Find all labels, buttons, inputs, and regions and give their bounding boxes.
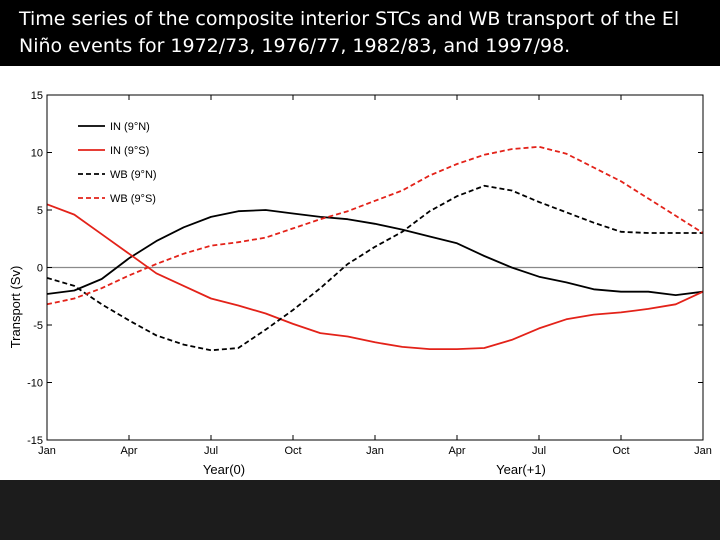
legend-label-1: IN (9°N) (110, 121, 150, 133)
x-tick-label: Oct (612, 445, 629, 457)
series-line-2 (46, 203, 704, 351)
legend-label-4: WB (9°S) (110, 193, 156, 205)
y-tick-label: 10 (31, 148, 43, 160)
x-tick-label: Apr (448, 445, 465, 457)
y-tick-label: -10 (27, 378, 43, 390)
slide-footer-band (0, 480, 720, 540)
x-tick-label: Jul (204, 445, 218, 457)
x-tick-label: Jul (532, 445, 546, 457)
series-line-3 (46, 184, 703, 352)
x-axis-label-year0: Year(0) (203, 462, 245, 477)
chart-panel: 15 10 5 0 -5 -10 -15 Jan Apr Jul Oct Jan Apr Jul Oct Ja… (0, 66, 720, 480)
x-tick-label: Jan (694, 445, 712, 457)
legend-label-3: WB (9°N) (110, 169, 157, 181)
legend-label-2: IN (9°S) (110, 145, 149, 157)
series-line-1 (46, 209, 704, 297)
x-tick-label: Jan (38, 445, 56, 457)
y-axis-label: Transport (Sv) (8, 266, 23, 349)
x-tick-label: Oct (284, 445, 301, 457)
x-tick-label: Jan (366, 445, 384, 457)
series-line-4 (46, 145, 704, 306)
slide-caption: Time series of the composite interior ST… (19, 8, 680, 57)
x-tick-label: Apr (120, 445, 137, 457)
y-tick-label: 15 (31, 90, 43, 102)
y-tick-label: 5 (37, 205, 43, 217)
y-tick-label: -5 (33, 320, 43, 332)
y-tick-label: 0 (37, 263, 43, 275)
x-axis-label-year1: Year(+1) (496, 462, 546, 477)
y-tick-label: -15 (27, 435, 43, 447)
